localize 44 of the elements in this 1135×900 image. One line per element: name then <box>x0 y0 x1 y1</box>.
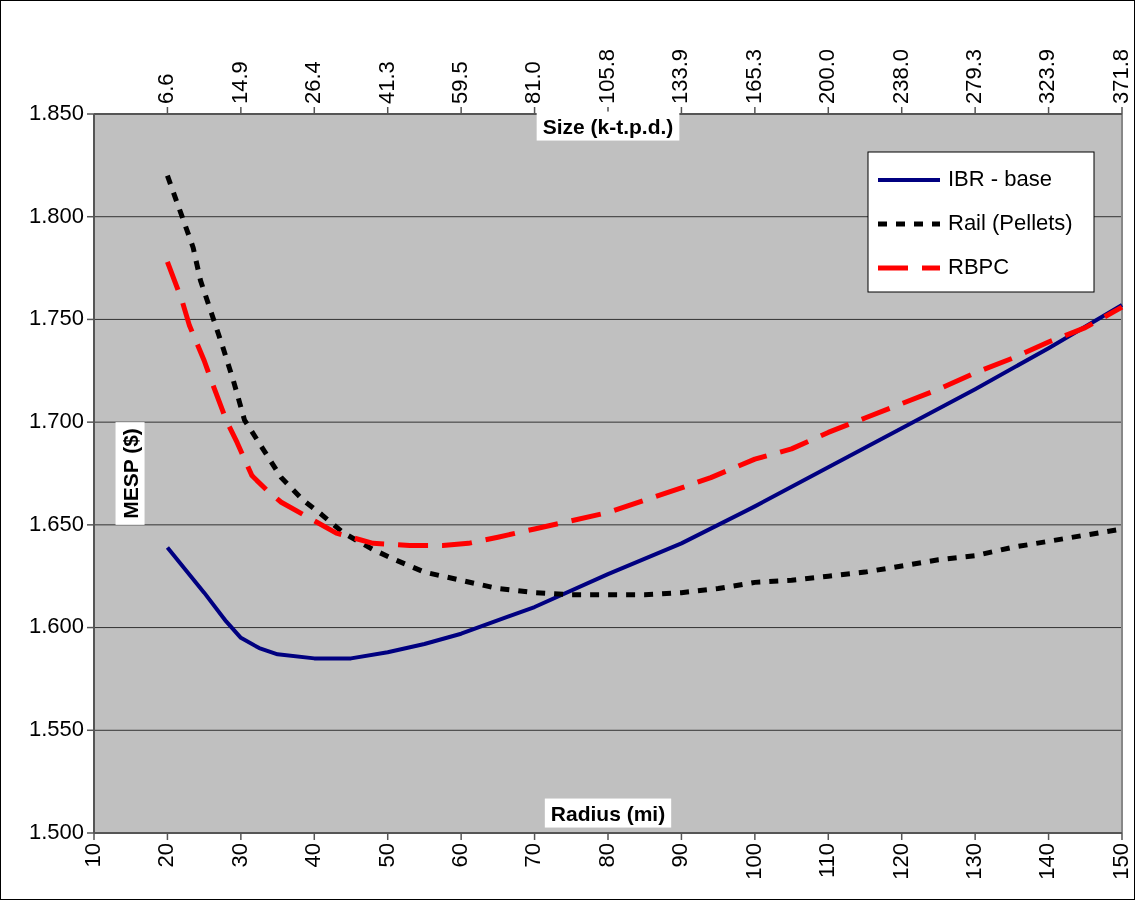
annotation: 14.9 <box>226 61 252 104</box>
y-tick-label: 1.500 <box>28 818 84 844</box>
x-tick-label: 120 <box>887 843 913 880</box>
x-axis-title: Radius (mi) <box>550 801 666 825</box>
legend-label: IBR - base <box>948 165 1052 191</box>
annotation: 238.0 <box>887 48 913 104</box>
x-tick-label: 60 <box>446 843 472 868</box>
y-axis-title: MESP ($) <box>118 428 142 519</box>
annotation: 200.0 <box>814 48 840 104</box>
x-tick-label: 140 <box>1034 843 1060 880</box>
y-tick-label: 1.550 <box>28 716 84 742</box>
x-tick-label: 100 <box>740 843 766 880</box>
y-tick-label: 1.750 <box>28 305 84 331</box>
x-tick-label: 40 <box>300 843 326 868</box>
x2-axis-title: Size (k-t.p.d.) <box>542 114 674 138</box>
x-tick-label: 30 <box>226 843 252 868</box>
annotation: 26.4 <box>300 61 326 104</box>
line-series <box>165 303 1124 661</box>
y-tick-label: 1.600 <box>28 613 84 639</box>
y-tick-label: 1.650 <box>28 510 84 536</box>
x-tick-label: 130 <box>960 843 986 880</box>
annotation: 59.5 <box>446 61 472 104</box>
annotation: 371.8 <box>1107 48 1133 104</box>
annotation: 133.9 <box>667 48 693 104</box>
x-tick-label: 110 <box>814 843 840 879</box>
annotation: 41.3 <box>373 61 399 104</box>
x-tick-label: 150 <box>1107 843 1133 880</box>
y-tick-label: 1.700 <box>28 407 84 433</box>
annotation: 323.9 <box>1034 48 1060 104</box>
y-tick-label: 1.800 <box>28 202 84 228</box>
annotation: 279.3 <box>960 48 986 104</box>
x-tick-label: 50 <box>373 843 399 868</box>
legend-label: RBPC <box>948 253 1010 279</box>
x-tick-label: 90 <box>667 843 693 868</box>
x-tick-label: 20 <box>153 843 179 868</box>
x-tick-label: 70 <box>520 843 546 868</box>
legend-label: Rail (Pellets) <box>948 209 1073 235</box>
x-tick-label: 80 <box>593 843 619 868</box>
annotation: 6.6 <box>153 73 179 104</box>
annotation: 81.0 <box>520 61 546 104</box>
y-tick-label: 1.850 <box>28 99 84 125</box>
x-tick-label: 10 <box>79 843 105 868</box>
annotation: 165.3 <box>740 48 766 104</box>
annotation: 105.8 <box>593 48 619 104</box>
